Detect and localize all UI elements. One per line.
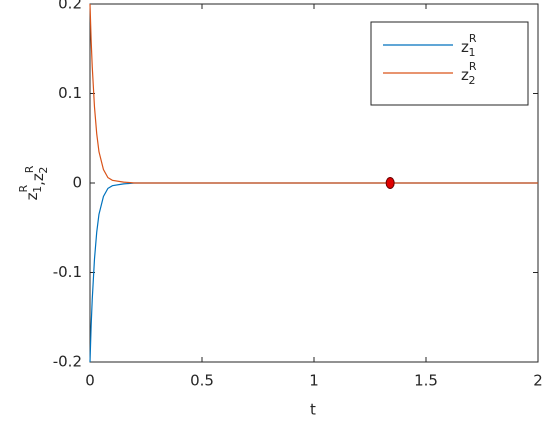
symbol: z: [461, 38, 469, 56]
x-tick-label: 2: [533, 372, 543, 390]
y-tick-label: 0: [72, 174, 82, 192]
subscript: 2: [469, 74, 476, 87]
y-axis-label: zR1,zR2: [17, 165, 50, 200]
subscript: 1: [469, 46, 476, 59]
series-line: [89, 3, 538, 184]
subscript: 2: [37, 167, 50, 174]
superscript: R: [17, 185, 30, 193]
marker-point: [385, 177, 395, 189]
x-tick-label: 1.5: [414, 372, 438, 390]
x-axis-label: t: [310, 401, 316, 419]
symbol: z: [23, 192, 41, 200]
y-tick-label: 0.1: [58, 84, 82, 102]
symbol: z: [29, 173, 47, 181]
y-tick-label: 0.2: [58, 0, 82, 13]
legend-box: [370, 21, 529, 106]
superscript: R: [469, 60, 477, 73]
superscript: R: [23, 165, 36, 173]
legend-label: zR 1: [461, 32, 477, 59]
superscript: R: [469, 32, 477, 45]
x-tick-label: 0: [85, 372, 95, 390]
symbol: z: [461, 66, 469, 84]
y-tick-label: -0.1: [53, 263, 82, 281]
subscript: 1: [31, 186, 44, 193]
x-tick-label: 0.5: [190, 372, 214, 390]
legend-label: zR 2: [461, 60, 477, 87]
separator: ,: [29, 181, 47, 186]
series-line: [89, 182, 538, 363]
x-tick-label: 1: [309, 372, 319, 390]
y-tick-label: -0.2: [53, 353, 82, 371]
